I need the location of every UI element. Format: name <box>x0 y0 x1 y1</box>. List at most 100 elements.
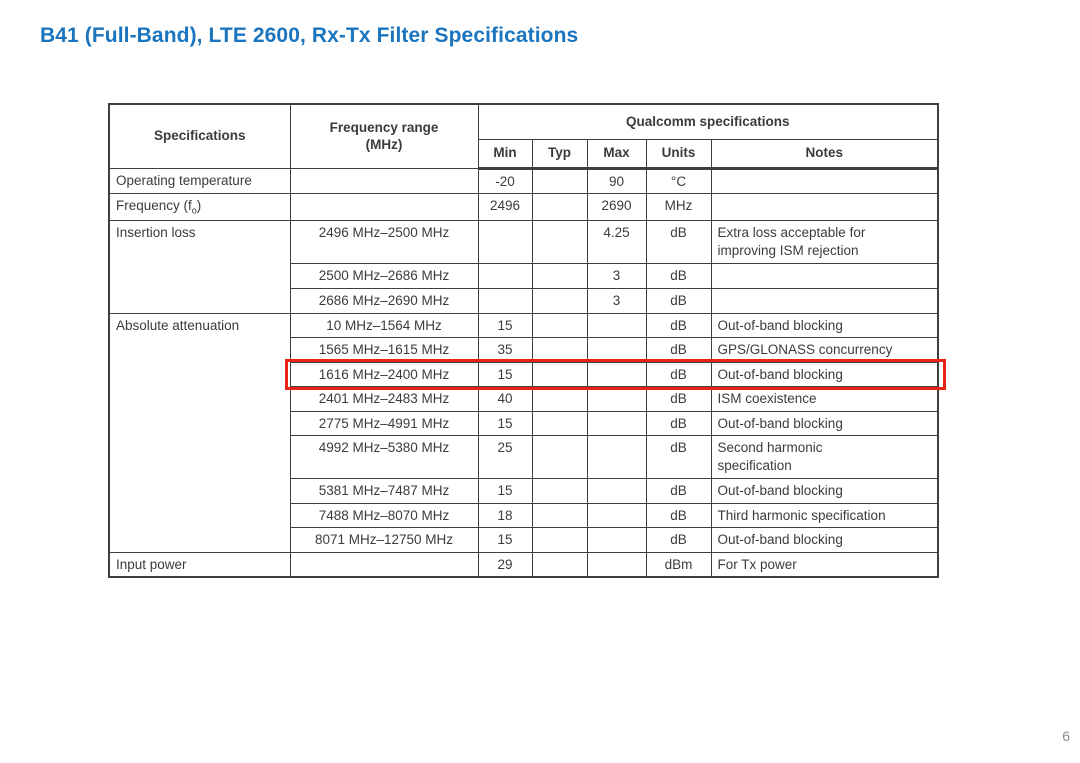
header-units: Units <box>645 138 712 170</box>
min-cell: 15 <box>477 312 533 339</box>
max-cell <box>586 410 647 437</box>
max-cell <box>586 361 647 388</box>
min-cell <box>477 263 533 289</box>
units-cell: dBm <box>645 551 712 578</box>
max-cell <box>586 478 647 504</box>
typ-cell <box>531 193 588 222</box>
freq-cell: 1565 MHz–1615 MHz <box>289 337 479 363</box>
typ-cell <box>531 220 588 265</box>
min-cell: -20 <box>477 167 533 195</box>
header-typ: Typ <box>531 138 588 170</box>
min-cell: 25 <box>477 435 533 480</box>
notes-cell: Out-of-band blocking <box>710 361 939 388</box>
max-cell <box>586 386 647 412</box>
notes-cell <box>710 263 939 289</box>
typ-cell <box>531 337 588 363</box>
notes-cell: Third harmonic specification <box>710 502 939 529</box>
freq-cell: 5381 MHz–7487 MHz <box>289 478 479 504</box>
table-row: Operating temperature -20 90 °C <box>108 167 939 195</box>
spec-table: Specifications Frequency range (MHz) Qua… <box>108 103 940 579</box>
table-row: 2686 MHz–2690 MHz 3 dB <box>109 287 939 314</box>
table-row: 4992 MHz–5380 MHz 25 dB Second harmonic … <box>109 435 939 480</box>
freq-cell: 2500 MHz–2686 MHz <box>289 263 479 289</box>
typ-cell <box>531 527 588 553</box>
table-row: 1565 MHz–1615 MHz 35 dB GPS/GLONASS conc… <box>109 337 939 363</box>
freq-cell: 7488 MHz–8070 MHz <box>289 502 479 529</box>
units-cell: dB <box>645 220 712 265</box>
max-cell: 4.25 <box>586 220 647 265</box>
min-cell: 15 <box>477 478 533 504</box>
table-row: 7488 MHz–8070 MHz 18 dB Third harmonic s… <box>109 502 939 529</box>
notes-cell <box>710 287 939 314</box>
spec-cell: Frequency (fo) <box>108 193 291 222</box>
header-max: Max <box>586 138 647 170</box>
table-row: Absolute attenuation 10 MHz–1564 MHz 15 … <box>108 312 939 553</box>
typ-cell <box>531 478 588 504</box>
max-cell: 2690 <box>586 193 647 222</box>
units-cell: dB <box>645 386 712 412</box>
min-cell: 2496 <box>477 193 533 222</box>
max-cell: 90 <box>586 167 647 195</box>
typ-cell <box>531 287 588 314</box>
min-cell: 35 <box>477 337 533 363</box>
freq-cell: 4992 MHz–5380 MHz <box>289 435 479 480</box>
notes-cell: For Tx power <box>710 551 939 578</box>
max-cell <box>586 312 647 339</box>
max-cell: 3 <box>586 287 647 314</box>
table-row: 2775 MHz–4991 MHz 15 dB Out-of-band bloc… <box>109 410 939 437</box>
notes-cell: ISM coexistence <box>710 386 939 412</box>
spec-cell: Operating temperature <box>108 167 291 195</box>
typ-cell <box>531 167 588 195</box>
units-cell: dB <box>645 527 712 553</box>
header-frequency-range: Frequency range (MHz) <box>289 103 479 169</box>
spec-cell: Absolute attenuation <box>108 312 291 553</box>
notes-cell: Out-of-band blocking <box>710 312 939 339</box>
units-cell: °C <box>645 167 712 195</box>
freq-cell <box>289 551 479 578</box>
notes-cell: Extra loss acceptable for improving ISM … <box>710 220 939 265</box>
page-number: 6 <box>1062 728 1070 744</box>
typ-cell <box>531 435 588 480</box>
freq-cell <box>289 167 479 195</box>
max-cell <box>586 527 647 553</box>
notes-cell: Out-of-band blocking <box>710 527 939 553</box>
units-cell: dB <box>645 410 712 437</box>
max-cell <box>586 502 647 529</box>
table-row: Insertion loss 2496 MHz–2500 MHz 4.25 dB… <box>108 220 939 314</box>
typ-cell <box>531 551 588 578</box>
notes-cell: Second harmonic specification <box>710 435 939 480</box>
header-specifications: Specifications <box>108 103 291 169</box>
table-row: 2500 MHz–2686 MHz 3 dB <box>109 263 939 289</box>
units-cell: dB <box>645 337 712 363</box>
units-cell: dB <box>645 435 712 480</box>
freq-cell: 8071 MHz–12750 MHz <box>289 527 479 553</box>
freq-cell: 2775 MHz–4991 MHz <box>289 410 479 437</box>
units-cell: dB <box>645 478 712 504</box>
max-cell: 3 <box>586 263 647 289</box>
freq-cell: 2496 MHz–2500 MHz <box>289 220 479 265</box>
units-cell: dB <box>645 263 712 289</box>
units-cell: dB <box>645 312 712 339</box>
notes-cell: GPS/GLONASS concurrency <box>710 337 939 363</box>
freq-cell: 2401 MHz–2483 MHz <box>289 386 479 412</box>
units-cell: dB <box>645 502 712 529</box>
notes-cell: Out-of-band blocking <box>710 478 939 504</box>
min-cell: 29 <box>477 551 533 578</box>
min-cell: 15 <box>477 527 533 553</box>
table-header-row: Specifications Frequency range (MHz) Qua… <box>108 103 939 169</box>
freq-cell <box>289 193 479 222</box>
typ-cell <box>531 410 588 437</box>
header-frequency-range-line2: (MHz) <box>365 137 403 153</box>
min-cell: 40 <box>477 386 533 412</box>
max-cell <box>586 551 647 578</box>
spec-cell: Insertion loss <box>108 220 291 314</box>
min-cell <box>477 220 533 265</box>
table-row-highlighted: 1616 MHz–2400 MHz 15 dB Out-of-band bloc… <box>109 361 939 388</box>
table-row: Frequency (fo) 2496 2690 MHz <box>108 193 939 222</box>
freq-cell: 1616 MHz–2400 MHz <box>289 361 479 388</box>
table-row: 2401 MHz–2483 MHz 40 dB ISM coexistence <box>109 386 939 412</box>
min-cell: 15 <box>477 361 533 388</box>
max-cell <box>586 337 647 363</box>
freq-cell: 10 MHz–1564 MHz <box>289 312 479 339</box>
